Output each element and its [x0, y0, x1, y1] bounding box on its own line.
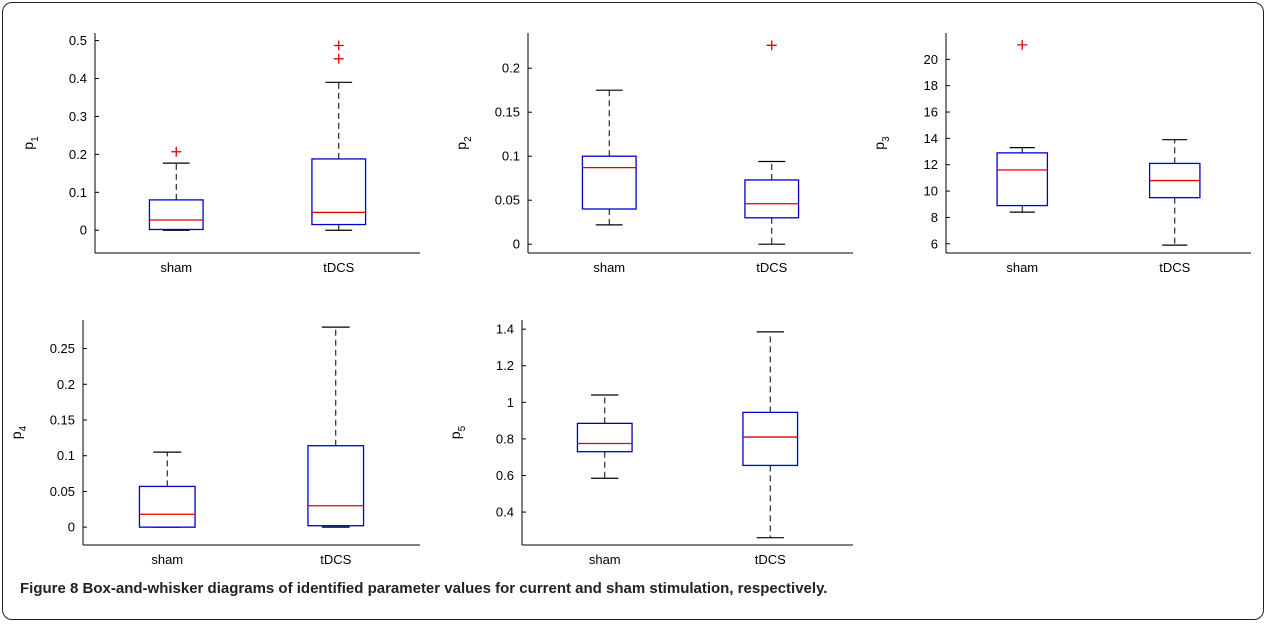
y-tick-label: 0.4 — [69, 71, 87, 86]
y-tick-label: 0.05 — [50, 484, 75, 499]
outlier-marker — [171, 146, 182, 157]
y-tick-label: 0.6 — [496, 468, 514, 483]
iqr-box — [307, 445, 365, 527]
y-tick-label: 0.15 — [50, 413, 75, 428]
y-tick-label: 18 — [924, 78, 938, 93]
y-axis-label: p3 — [871, 136, 892, 150]
y-axis-label-subscript: 5 — [457, 425, 468, 431]
y-tick-label: 1.4 — [496, 322, 514, 337]
x-tick-label: tDCS — [1159, 260, 1190, 275]
y-axis-label-subscript: 3 — [881, 136, 892, 142]
caption-label: Figure 8 — [20, 580, 79, 597]
y-tick-label: 1 — [507, 395, 514, 410]
outlier-marker — [333, 53, 344, 64]
x-tick-label: sham — [589, 552, 621, 567]
y-axis-label: p1 — [20, 136, 41, 150]
y-tick-label: 0.2 — [57, 377, 75, 392]
y-tick-label: 0.15 — [495, 105, 520, 120]
y-tick-label: 0.25 — [50, 341, 75, 356]
y-tick-label: 1.2 — [496, 358, 514, 373]
x-tick-label: sham — [1006, 260, 1038, 275]
y-axis-label-subscript: 2 — [463, 136, 474, 142]
y-tick-label: 8 — [931, 210, 938, 225]
x-tick-label: tDCS — [323, 260, 354, 275]
iqr-box — [311, 158, 367, 226]
chart-p3: 6 8 10 12 14 16 18 20 p3 sham tDCS — [871, 33, 1251, 275]
y-tick-label: 16 — [924, 105, 938, 120]
y-tick-label: 12 — [924, 157, 938, 172]
y-tick-label: 6 — [931, 236, 938, 251]
y-tick-label: 0.05 — [495, 193, 520, 208]
y-tick-label: 10 — [924, 184, 938, 199]
y-tick-label: 0.2 — [502, 61, 520, 76]
iqr-box — [744, 179, 800, 219]
figure-caption: Figure 8 Box-and-whisker diagrams of ide… — [20, 580, 827, 597]
y-axis-label: p2 — [453, 136, 474, 150]
chart-p2: 0 0.05 0.1 0.15 0.2 p2 sham tDCS — [453, 33, 853, 275]
iqr-box — [996, 152, 1049, 207]
y-tick-label: 0 — [513, 237, 520, 252]
chart-p1: 0 0.1 0.2 0.3 0.4 0.5 p1 sham tDCS — [20, 33, 420, 275]
y-axis-label: p5 — [447, 425, 468, 439]
y-tick-label: 0.8 — [496, 431, 514, 446]
y-tick-label: 0 — [80, 223, 87, 238]
outlier-marker — [333, 40, 344, 51]
outlier-marker — [1017, 39, 1028, 50]
iqr-box — [581, 155, 637, 210]
y-tick-label: 0.4 — [496, 505, 514, 520]
caption-text: Box-and-whisker diagrams of identified p… — [82, 580, 828, 597]
x-tick-label: sham — [151, 552, 183, 567]
iqr-box — [148, 199, 204, 231]
y-tick-label: 20 — [924, 52, 938, 67]
iqr-box — [742, 411, 799, 467]
iqr-box — [576, 422, 633, 453]
y-tick-label: 0 — [68, 520, 75, 535]
y-tick-label: 0.1 — [502, 149, 520, 164]
iqr-box — [138, 485, 196, 528]
outlier-marker — [766, 40, 777, 51]
y-tick-label: 0.1 — [69, 185, 87, 200]
x-tick-label: sham — [160, 260, 192, 275]
x-tick-label: tDCS — [756, 260, 787, 275]
y-tick-label: 0.3 — [69, 109, 87, 124]
y-tick-label: 0.2 — [69, 147, 87, 162]
x-tick-label: tDCS — [320, 552, 351, 567]
y-tick-label: 14 — [924, 131, 938, 146]
y-axis-label-subscript: 1 — [30, 136, 41, 142]
y-tick-label: 0.1 — [57, 448, 75, 463]
y-tick-label: 0.5 — [69, 33, 87, 48]
y-axis-label: p4 — [8, 425, 29, 439]
y-axis-label-subscript: 4 — [18, 425, 29, 431]
chart-p5: 0.4 0.6 0.8 1 1.2 1.4 p5 sham tDCS — [447, 320, 853, 567]
chart-p4: 0 0.05 0.1 0.15 0.2 0.25 p4 sham tDCS — [8, 320, 420, 567]
x-tick-label: tDCS — [755, 552, 786, 567]
x-tick-label: sham — [593, 260, 625, 275]
